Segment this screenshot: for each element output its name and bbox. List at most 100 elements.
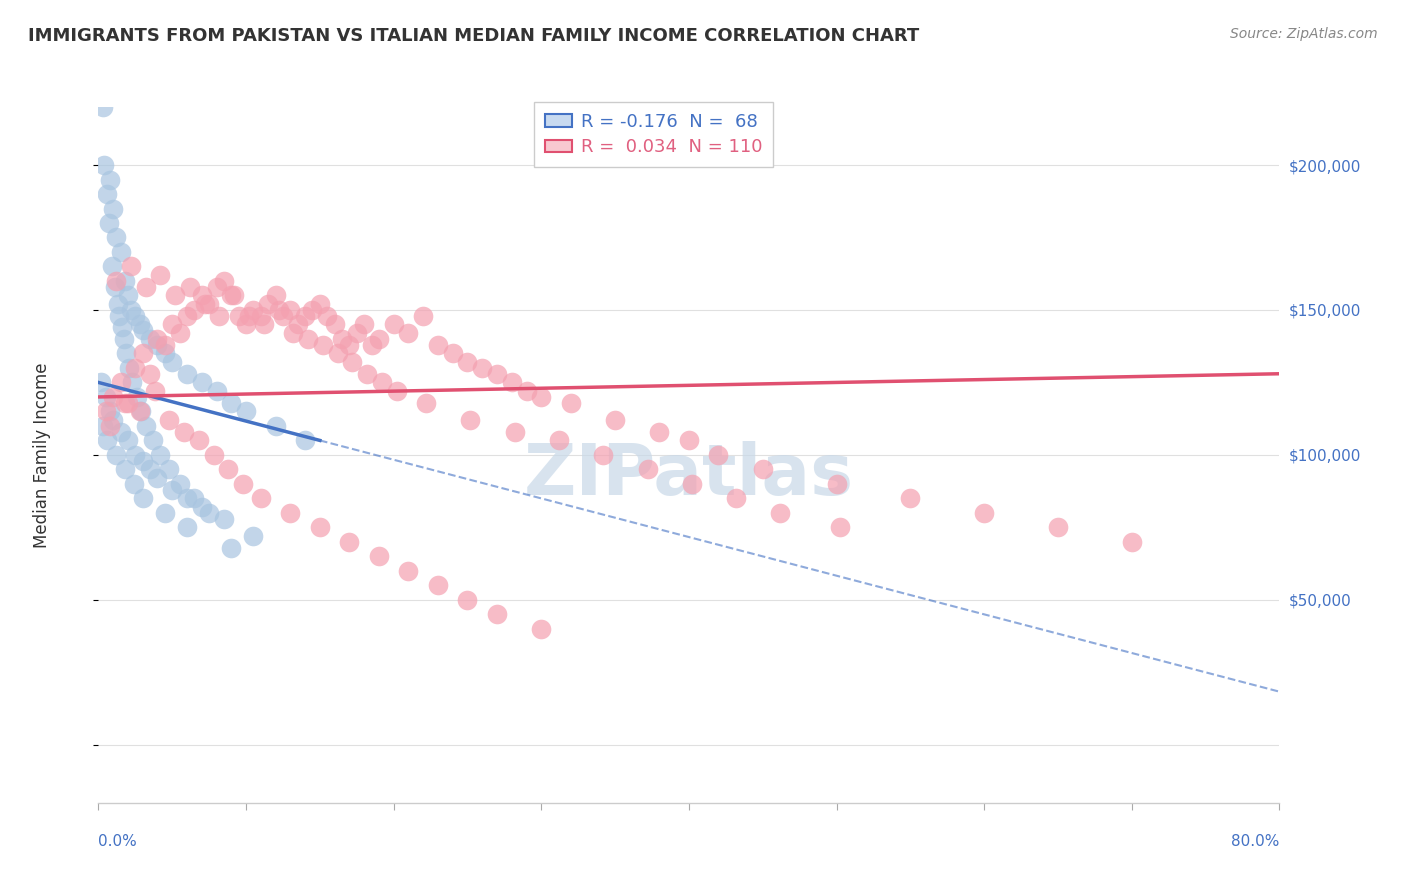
Point: [412, 309, 434, 323]
Point: [751, 462, 773, 476]
Point: [183, 491, 205, 506]
Point: [176, 491, 198, 506]
Legend: R = -0.176  N =  68, R =  0.034  N = 110: R = -0.176 N = 68, R = 0.034 N = 110: [534, 103, 773, 167]
Point: [105, 448, 128, 462]
Point: [139, 367, 162, 381]
Point: [187, 434, 209, 448]
Point: [122, 476, 145, 491]
Point: [460, 413, 482, 427]
Point: [162, 483, 183, 497]
Point: [111, 320, 134, 334]
Point: [146, 332, 169, 346]
Text: IMMIGRANTS FROM PAKISTAN VS ITALIAN MEDIAN FAMILY INCOME CORRELATION CHART: IMMIGRANTS FROM PAKISTAN VS ITALIAN MEDI…: [28, 27, 920, 45]
Point: [396, 564, 419, 578]
Point: [681, 476, 703, 491]
Point: [415, 396, 437, 410]
Point: [105, 230, 128, 244]
Point: [91, 419, 114, 434]
Point: [212, 511, 235, 525]
Point: [198, 297, 221, 311]
Point: [271, 309, 294, 323]
Point: [183, 303, 205, 318]
Point: [208, 309, 231, 323]
Point: [98, 419, 121, 434]
Point: [592, 448, 614, 462]
Point: [153, 506, 176, 520]
Point: [294, 309, 316, 323]
Point: [191, 376, 214, 390]
Point: [224, 288, 246, 302]
Point: [110, 425, 132, 439]
Point: [235, 404, 257, 418]
Point: [120, 260, 142, 274]
Point: [456, 592, 478, 607]
Point: [503, 425, 526, 439]
Point: [103, 413, 125, 427]
Point: [530, 390, 553, 404]
Point: [486, 607, 509, 622]
Point: [108, 309, 131, 323]
Point: [169, 326, 191, 341]
Point: [427, 578, 450, 592]
Point: [242, 529, 264, 543]
Point: [96, 187, 118, 202]
Point: [112, 332, 135, 346]
Point: [530, 622, 553, 636]
Point: [441, 346, 464, 360]
Point: [368, 549, 391, 564]
Point: [91, 100, 114, 114]
Point: [323, 318, 346, 332]
Point: [169, 476, 191, 491]
Point: [117, 288, 139, 302]
Point: [339, 338, 360, 352]
Point: [114, 462, 136, 476]
Point: [235, 318, 257, 332]
Point: [221, 288, 243, 302]
Point: [132, 491, 155, 506]
Point: [486, 367, 509, 381]
Point: [353, 318, 375, 332]
Point: [368, 332, 391, 346]
Point: [297, 332, 319, 346]
Point: [371, 376, 394, 390]
Point: [385, 384, 408, 398]
Text: Source: ZipAtlas.com: Source: ZipAtlas.com: [1230, 27, 1378, 41]
Point: [301, 303, 323, 318]
Point: [94, 70, 117, 85]
Point: [191, 288, 214, 302]
Point: [132, 453, 155, 467]
Point: [205, 280, 228, 294]
Point: [217, 462, 239, 476]
Point: [427, 338, 450, 352]
Point: [194, 297, 217, 311]
Point: [516, 384, 538, 398]
Point: [346, 326, 368, 341]
Point: [157, 413, 180, 427]
Point: [287, 318, 309, 332]
Point: [264, 419, 287, 434]
Point: [117, 396, 139, 410]
Point: [900, 491, 922, 506]
Point: [94, 404, 117, 418]
Point: [129, 404, 152, 418]
Point: [142, 434, 165, 448]
Point: [238, 309, 260, 323]
Point: [202, 448, 225, 462]
Point: [153, 338, 176, 352]
Point: [294, 434, 316, 448]
Text: 0.0%: 0.0%: [98, 834, 138, 849]
Point: [330, 332, 353, 346]
Point: [769, 506, 792, 520]
Point: [176, 309, 198, 323]
Point: [250, 309, 273, 323]
Point: [456, 355, 478, 369]
Point: [114, 396, 136, 410]
Point: [176, 520, 198, 534]
Point: [110, 244, 132, 259]
Point: [165, 288, 187, 302]
Point: [309, 297, 332, 311]
Point: [94, 390, 117, 404]
Point: [312, 338, 335, 352]
Point: [118, 361, 141, 376]
Point: [342, 355, 364, 369]
